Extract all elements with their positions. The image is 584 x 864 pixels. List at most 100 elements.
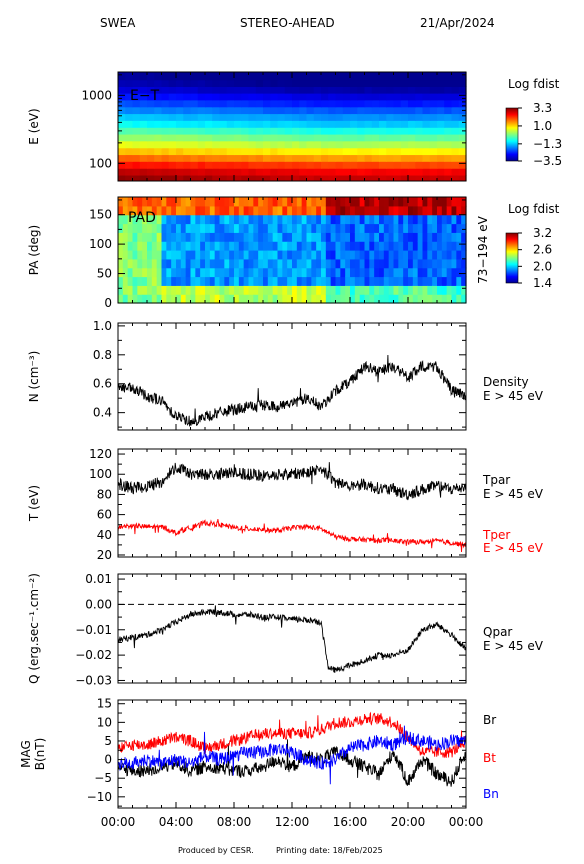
pad-cell xyxy=(321,241,327,251)
pad-cell xyxy=(408,285,414,295)
spectrogram-cell xyxy=(299,154,308,162)
spectrogram-cell xyxy=(118,147,126,156)
pad-cell xyxy=(229,285,235,295)
y-tick-label: 100 xyxy=(89,467,112,481)
spectrogram-cell xyxy=(248,154,257,162)
spectrogram-cell xyxy=(292,154,300,162)
spectrogram-cell xyxy=(357,106,366,115)
pad-cell xyxy=(301,205,308,216)
pad-cell xyxy=(195,205,201,216)
pad-cell xyxy=(205,258,211,269)
spectrogram-cell xyxy=(183,140,192,149)
pad-cell xyxy=(388,214,395,225)
pad-cell xyxy=(417,250,424,260)
pad-cell xyxy=(248,285,254,295)
spectrogram-cell xyxy=(393,113,402,121)
pad-cell xyxy=(359,258,366,269)
spectrogram-cell xyxy=(393,134,402,142)
pad-cell xyxy=(166,258,172,269)
spectrogram-cell xyxy=(255,147,264,156)
spectrogram-cell xyxy=(321,99,329,108)
y-tick-label: 5 xyxy=(104,734,112,748)
spectrogram-cell xyxy=(219,113,228,121)
pad-cell xyxy=(364,294,370,304)
spectrogram-cell xyxy=(183,175,192,182)
pad-cell xyxy=(441,276,448,286)
pad-cell xyxy=(171,205,177,216)
pad-cell xyxy=(214,250,221,260)
pad-cell xyxy=(234,294,240,304)
pad-cell xyxy=(214,232,221,242)
pad-cell xyxy=(456,285,462,295)
spectrogram-cell xyxy=(154,106,163,115)
spectrogram-cell xyxy=(393,79,402,88)
pad-cell xyxy=(219,267,225,278)
spectrogram-cell xyxy=(154,113,163,121)
pad-cell xyxy=(142,205,148,216)
spectrogram-cell xyxy=(270,134,279,142)
spectrogram-cell xyxy=(147,106,155,115)
pad-cell xyxy=(219,294,225,304)
pad-cell xyxy=(248,241,254,251)
spectrogram-cell xyxy=(190,175,199,182)
spectrogram-cell xyxy=(379,175,387,182)
spectrogram-cell xyxy=(328,168,337,176)
pad-cell xyxy=(248,276,254,286)
pad-cell xyxy=(350,250,356,260)
pad-cell xyxy=(118,294,124,304)
pad-cell xyxy=(403,294,409,304)
spectrogram-cell xyxy=(270,93,279,101)
pad-cell xyxy=(292,197,298,207)
pad-cell xyxy=(253,232,259,242)
pad-cell xyxy=(282,197,288,207)
pad-cell xyxy=(234,223,240,233)
spectrogram-cell xyxy=(190,140,199,149)
spectrogram-cell xyxy=(176,86,184,94)
spectrogram-cell xyxy=(379,127,387,135)
pad-cell xyxy=(287,214,293,225)
pad-cell xyxy=(287,205,293,216)
pad-cell xyxy=(301,214,308,225)
spectrogram-cell xyxy=(226,154,235,162)
spectrogram-cell xyxy=(168,99,177,108)
spectrogram-cell xyxy=(444,127,453,135)
spectrogram-cell xyxy=(190,161,199,169)
pad-cell xyxy=(354,241,361,251)
pad-cell xyxy=(171,285,177,295)
spectrogram-cell xyxy=(444,168,453,176)
spectrogram-cell xyxy=(277,99,286,108)
spectrogram-cell xyxy=(118,154,126,162)
pad-cell xyxy=(195,294,201,304)
pad-cell xyxy=(185,285,192,295)
spectrogram-cell xyxy=(335,134,344,142)
pad-cell xyxy=(335,205,341,216)
legend-br: Br xyxy=(483,713,496,727)
spectrogram-cell xyxy=(154,147,163,156)
pad-cell xyxy=(345,241,351,251)
pad-cell xyxy=(282,223,288,233)
spectrogram-cell xyxy=(190,154,199,162)
spectrogram-cell xyxy=(429,86,438,94)
pad-cell xyxy=(287,250,293,260)
spectrogram-cell xyxy=(458,120,467,128)
pad-cell xyxy=(422,241,428,251)
pad-cell xyxy=(205,276,211,286)
spectrogram-cell xyxy=(437,72,445,81)
spectrogram-cell xyxy=(147,147,155,156)
pad-cell xyxy=(118,285,124,295)
spectrogram-cell xyxy=(183,147,192,156)
spectrogram-cell xyxy=(321,147,329,156)
pad-cell xyxy=(161,205,167,216)
spectrogram-cell xyxy=(422,106,431,115)
spectrogram-cell xyxy=(154,120,163,128)
pad-cell xyxy=(441,250,448,260)
pad-cell xyxy=(437,294,443,304)
spectrogram-cell xyxy=(400,134,409,142)
pad-cell xyxy=(369,276,375,286)
pad-cell xyxy=(263,223,269,233)
pad-cell xyxy=(200,276,206,286)
spectrogram-cell xyxy=(190,79,199,88)
spectrogram-cell xyxy=(350,168,358,176)
spectrogram-cell xyxy=(437,147,445,156)
spectrogram-cell xyxy=(342,106,351,115)
